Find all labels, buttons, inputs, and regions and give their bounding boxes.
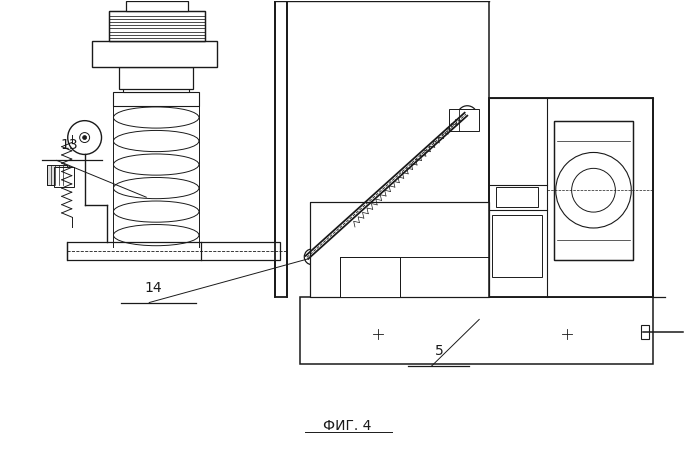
Circle shape — [457, 106, 477, 126]
Text: 13: 13 — [61, 138, 78, 152]
Bar — [66, 242, 281, 260]
Bar — [492, 215, 542, 277]
Bar — [92, 41, 217, 67]
Bar — [109, 11, 205, 41]
Bar — [54, 167, 74, 187]
Bar — [340, 257, 400, 297]
Bar — [489, 98, 653, 297]
Bar — [310, 202, 489, 297]
Bar — [300, 297, 653, 364]
Circle shape — [304, 249, 320, 265]
Bar — [127, 1, 188, 11]
Text: 5: 5 — [435, 344, 444, 358]
Text: ФИГ. 4: ФИГ. 4 — [323, 419, 371, 433]
Bar — [113, 92, 199, 106]
Bar — [554, 121, 634, 260]
Circle shape — [556, 152, 631, 228]
Bar — [276, 1, 288, 297]
Bar — [47, 165, 66, 185]
Text: 14: 14 — [144, 281, 162, 294]
Bar — [489, 98, 653, 297]
Bar — [310, 202, 489, 297]
Bar — [120, 67, 193, 89]
Circle shape — [464, 113, 470, 119]
Circle shape — [83, 136, 87, 140]
Circle shape — [572, 168, 615, 212]
Bar — [449, 109, 480, 131]
Bar — [496, 187, 538, 207]
Bar — [109, 11, 205, 41]
Bar — [123, 74, 189, 92]
Circle shape — [310, 255, 314, 259]
Circle shape — [80, 132, 90, 142]
Bar — [641, 325, 649, 339]
Circle shape — [68, 121, 102, 154]
Bar — [554, 121, 634, 260]
